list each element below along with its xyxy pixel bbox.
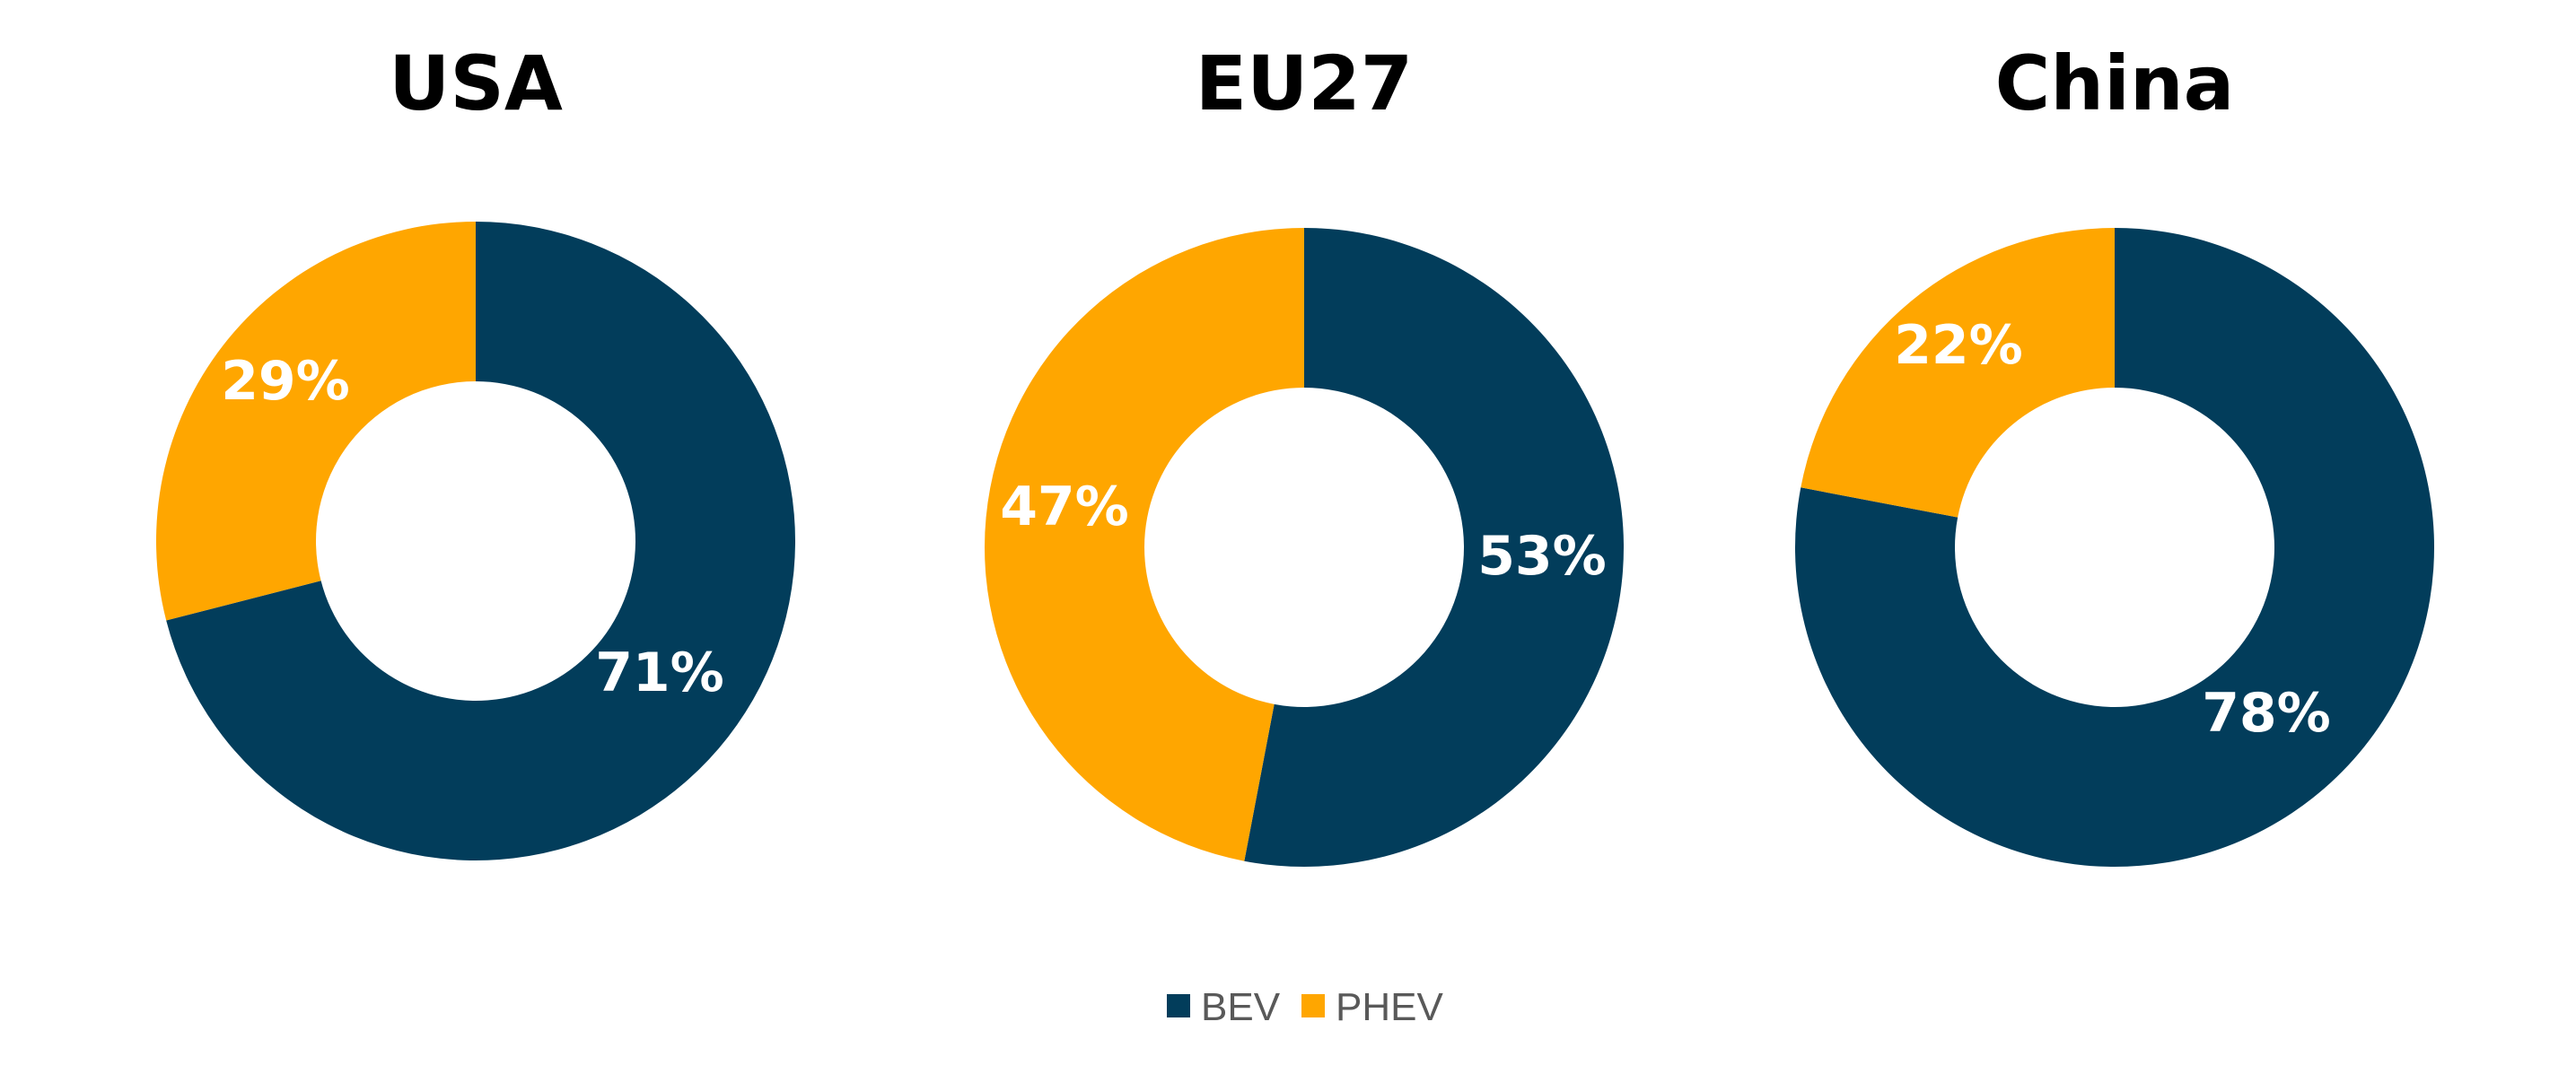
slice-label-phev-eu27: 47% [1000, 476, 1129, 538]
chart-title-usa: USA [389, 39, 563, 127]
slice-label-bev-eu27: 53% [1477, 525, 1607, 588]
donut-chart-china: China 78% 22% [1795, 39, 2434, 868]
legend-swatch-phev [1301, 994, 1325, 1017]
slice-phev-eu27 [984, 228, 1304, 861]
legend-label-phev: PHEV [1336, 985, 1443, 1029]
chart-title-china: China [1995, 39, 2235, 127]
donut-chart-eu27: EU27 53% 47% [984, 39, 1624, 867]
legend-swatch-bev [1167, 994, 1190, 1017]
legend-label-bev: BEV [1201, 985, 1281, 1029]
slice-bev-china [1795, 228, 2434, 868]
slice-bev-usa [166, 222, 795, 860]
slice-phev-china [1801, 228, 2115, 518]
slice-label-bev-china: 78% [2202, 682, 2331, 745]
charts-layer: USA 71% 29% EU27 53% 47% China 78% 22% [155, 39, 2434, 868]
slice-label-bev-usa: 71% [595, 642, 724, 704]
slice-label-phev-china: 22% [1894, 314, 2023, 377]
chart-title-eu27: EU27 [1196, 39, 1413, 127]
donut-chart-usa: USA 71% 29% [155, 39, 795, 860]
slice-label-phev-usa: 29% [221, 350, 350, 413]
slice-bev-eu27 [1244, 228, 1624, 867]
legend: BEV PHEV [1167, 985, 1443, 1029]
slice-phev-usa [155, 222, 476, 621]
